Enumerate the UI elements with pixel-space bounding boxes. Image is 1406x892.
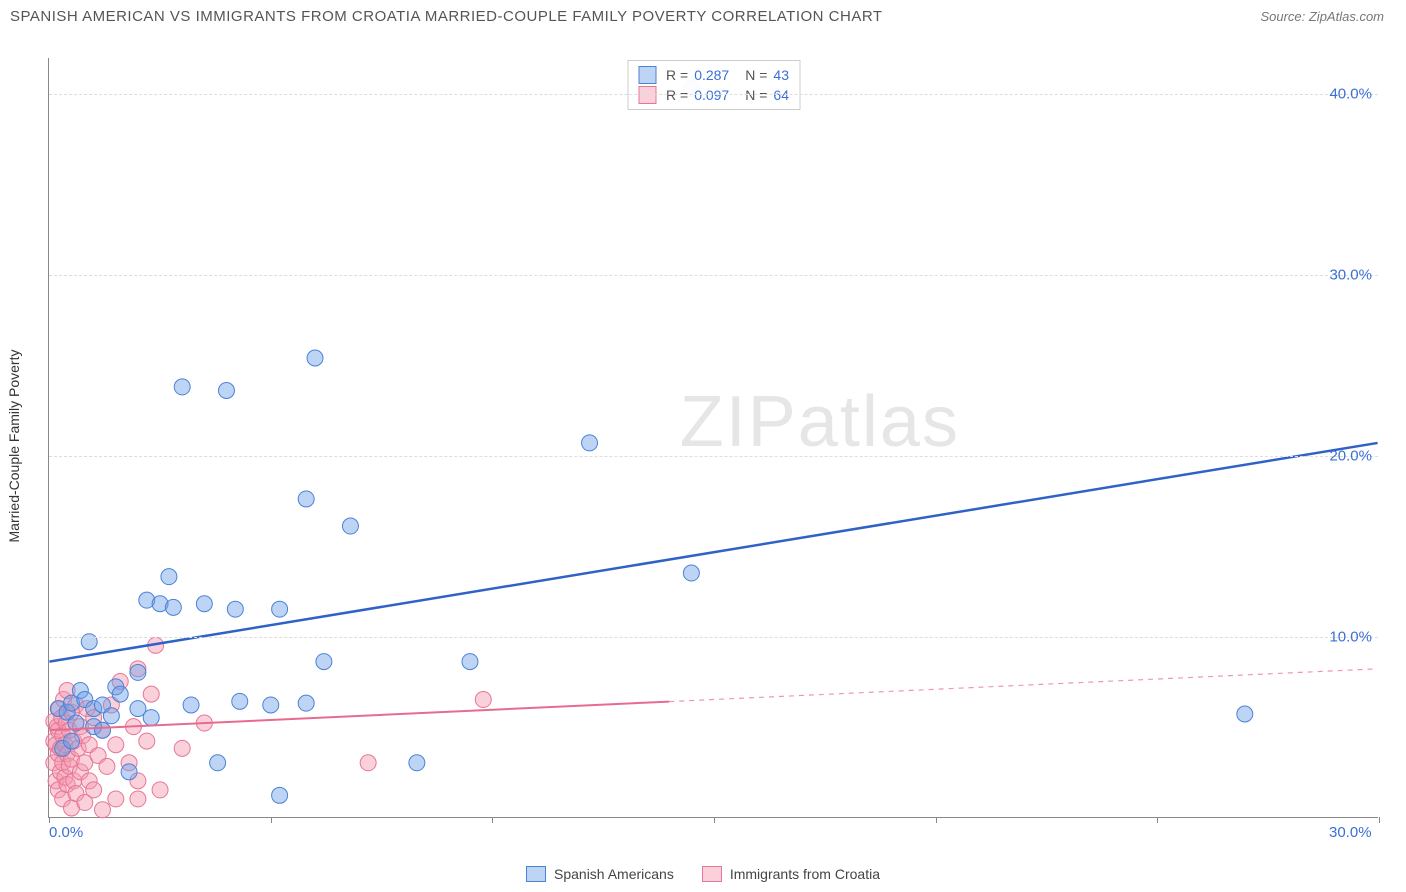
chart-title: SPANISH AMERICAN VS IMMIGRANTS FROM CROA… — [10, 8, 883, 25]
scatter-plot-svg — [49, 58, 1378, 817]
y-tick-label: 10.0% — [1329, 629, 1372, 646]
swatch-blue — [638, 66, 656, 84]
x-tick-label: 30.0% — [1329, 824, 1372, 841]
r-value-1: 0.287 — [694, 67, 729, 83]
y-axis-title: Married-Couple Family Poverty — [6, 350, 22, 543]
y-tick-label: 20.0% — [1329, 448, 1372, 465]
legend-label-croatia: Immigrants from Croatia — [730, 866, 880, 882]
swatch-blue — [526, 866, 546, 882]
y-tick-label: 40.0% — [1329, 86, 1372, 103]
n-label: N = — [745, 67, 767, 83]
swatch-pink — [702, 866, 722, 882]
chart-plot-area: ZIPatlas R = 0.287 N = 43 R = 0.097 N = … — [48, 58, 1378, 818]
chart-header: SPANISH AMERICAN VS IMMIGRANTS FROM CROA… — [0, 0, 1406, 29]
legend-label-spanish: Spanish Americans — [554, 866, 674, 882]
source-attribution: Source: ZipAtlas.com — [1260, 9, 1384, 24]
legend-item-croatia: Immigrants from Croatia — [702, 866, 880, 882]
legend-item-spanish: Spanish Americans — [526, 866, 674, 882]
correlation-legend: R = 0.287 N = 43 R = 0.097 N = 64 — [627, 60, 800, 110]
series-legend: Spanish Americans Immigrants from Croati… — [526, 866, 880, 882]
correlation-row-1: R = 0.287 N = 43 — [638, 65, 789, 85]
n-value-1: 43 — [773, 67, 789, 83]
r-label: R = — [666, 67, 688, 83]
x-tick-label: 0.0% — [49, 824, 83, 841]
y-tick-label: 30.0% — [1329, 267, 1372, 284]
